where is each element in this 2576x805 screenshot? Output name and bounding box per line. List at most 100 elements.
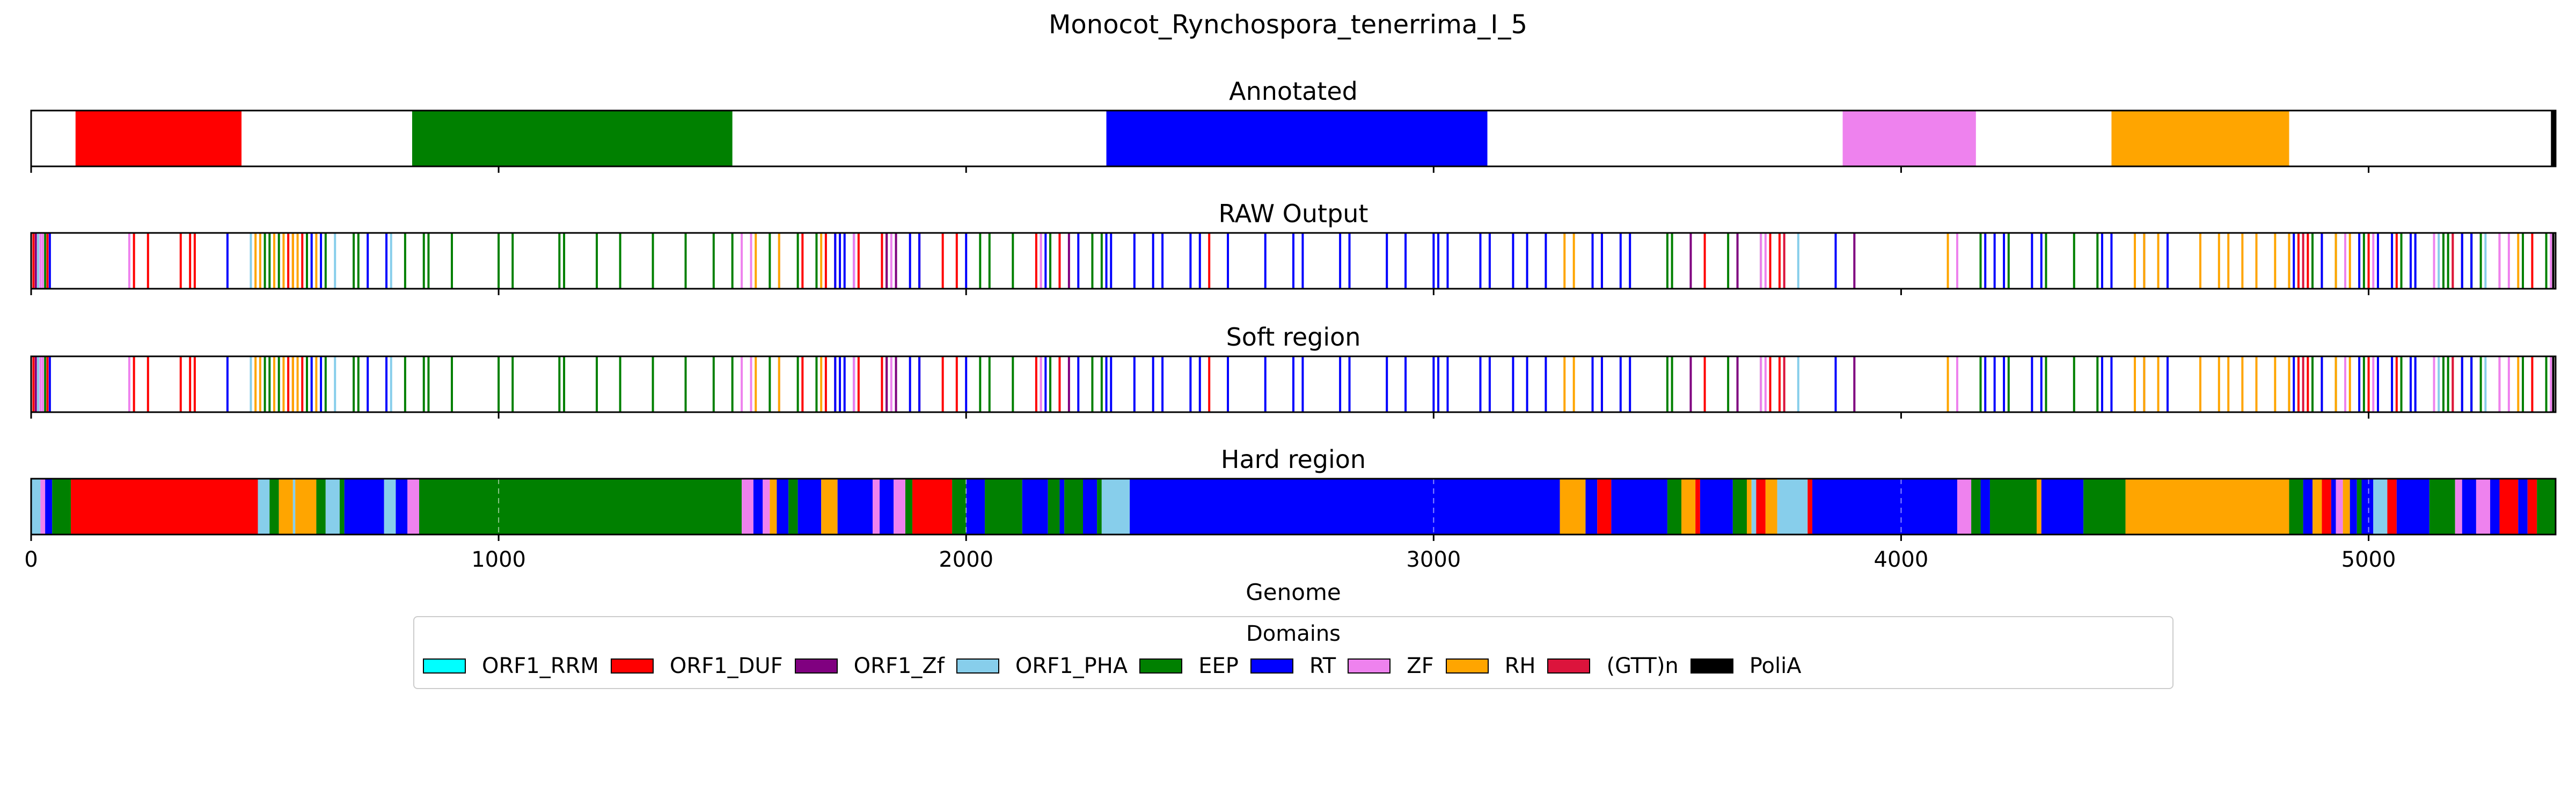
segment-rh xyxy=(1746,479,1752,535)
segment-rt xyxy=(1980,479,1990,535)
segment-rt xyxy=(1585,479,1598,535)
panel-raw-output: RAW Output xyxy=(30,199,2557,295)
legend-swatch xyxy=(1250,658,1293,674)
segment-orf1-duf xyxy=(2322,479,2331,535)
segment-rt xyxy=(1083,479,1097,535)
panels: Annotated RAW Output Soft region Hard regio… xyxy=(30,77,2557,541)
segment-orf1-pha xyxy=(1777,479,1808,535)
segment-eep xyxy=(1667,479,1682,535)
segment-rt xyxy=(1059,479,1065,535)
panel-soft-region: Soft region xyxy=(30,323,2557,419)
legend-swatch xyxy=(610,658,654,674)
segment-rt xyxy=(2350,479,2357,535)
segment-zf xyxy=(407,479,420,535)
segment-eep xyxy=(1971,479,1981,535)
legend-swatch xyxy=(423,658,466,674)
x-tick-label: 4000 xyxy=(1874,547,1929,572)
x-axis-label: Genome xyxy=(1246,579,1341,605)
segment-orf1-pha xyxy=(325,479,340,535)
segment-rh xyxy=(770,479,777,535)
segment-rt xyxy=(777,479,789,535)
segment-orf1-duf xyxy=(1695,479,1700,535)
segment-rh xyxy=(2111,111,2289,166)
segment-zf xyxy=(2476,479,2491,535)
panel-annotated: Annotated xyxy=(30,77,2557,173)
legend-label: PoliA xyxy=(1749,654,1802,678)
legend-item: ORF1_Zf xyxy=(794,654,945,678)
segment-rh xyxy=(2125,479,2289,535)
panel-border xyxy=(30,232,2557,290)
x-tick-label: 1000 xyxy=(471,547,526,572)
legend-label: (GTT)n xyxy=(1606,654,1679,678)
segment-eep xyxy=(316,479,326,535)
legend-swatch xyxy=(1547,658,1591,674)
legend-item: ORF1_RRM xyxy=(423,654,599,678)
segment-eep xyxy=(2289,479,2303,535)
segment-rt xyxy=(396,479,408,535)
segment-orf1-pha xyxy=(2373,479,2388,535)
legend-swatch xyxy=(956,658,999,674)
segment-zf xyxy=(1842,111,1976,166)
segment-orf1-duf xyxy=(1756,479,1766,535)
segment-orf1-duf xyxy=(1807,479,1812,535)
segment-polia xyxy=(2551,111,2556,166)
segment-zf xyxy=(40,479,46,535)
legend-item: PoliA xyxy=(1690,654,1802,678)
segment-orf1-duf xyxy=(2499,479,2519,535)
legend-item: EEP xyxy=(1139,654,1239,678)
segment-eep xyxy=(52,479,71,535)
panel-border xyxy=(30,478,2557,536)
segment-eep xyxy=(985,479,1022,535)
legend-swatch xyxy=(1445,658,1489,674)
segment-rt xyxy=(1106,111,1488,166)
panel-border xyxy=(30,355,2557,413)
legend-swatch xyxy=(1348,658,1391,674)
legend: Domains ORF1_RRM ORF1_DUF ORF1_Zf ORF1_PHA E… xyxy=(413,616,2174,689)
segment-rt xyxy=(2331,479,2336,535)
segment-zf xyxy=(2336,479,2343,535)
legend-item: ORF1_DUF xyxy=(610,654,783,678)
segment-rt xyxy=(1130,479,1560,535)
legend-items: ORF1_RRM ORF1_DUF ORF1_Zf ORF1_PHA EEP RT ZF RH… xyxy=(423,654,1813,678)
segment-orf1-duf xyxy=(912,479,953,535)
segment-orf1-pha xyxy=(384,479,396,535)
segment-orf1-duf xyxy=(2527,479,2537,535)
segment-rt xyxy=(2361,479,2374,535)
legend-item: (GTT)n xyxy=(1547,654,1679,678)
legend-item: ORF1_PHA xyxy=(956,654,1128,678)
segment-rh xyxy=(2312,479,2322,535)
segment-eep xyxy=(1064,479,1083,535)
segment-zf xyxy=(742,479,753,535)
segment-orf1-pha xyxy=(258,479,270,535)
legend-label: RT xyxy=(1309,654,1336,678)
segment-eep xyxy=(1732,479,1747,535)
segment-eep xyxy=(2083,479,2126,535)
legend-swatch xyxy=(1690,658,1733,674)
segment-rt xyxy=(2518,479,2528,535)
segment-rt xyxy=(880,479,894,535)
segment-orf1-duf xyxy=(71,479,258,535)
legend-title: Domains xyxy=(1246,621,1341,646)
legend-label: ORF1_DUF xyxy=(669,654,783,678)
x-axis: 0 1000 2000 3000 4000 5000 xyxy=(24,547,2396,572)
segment-rt xyxy=(1022,479,1048,535)
segment-eep xyxy=(1989,479,2037,535)
segment-rt xyxy=(2396,479,2429,535)
legend-label: ORF1_RRM xyxy=(482,654,599,678)
segment-eep xyxy=(788,479,798,535)
x-tick-label: 5000 xyxy=(2341,547,2396,572)
segment-zf xyxy=(1957,479,1972,535)
segment-orf1-pha xyxy=(31,479,41,535)
legend-item: RT xyxy=(1250,654,1336,678)
segment-rt xyxy=(1700,479,1733,535)
segment-eep xyxy=(2357,479,2362,535)
segment-orf1-duf xyxy=(2387,479,2397,535)
segment-rt xyxy=(753,479,763,535)
segment-rt xyxy=(45,479,53,535)
segment-eep xyxy=(952,479,967,535)
legend-item: ZF xyxy=(1348,654,1434,678)
segment-zf xyxy=(763,479,770,535)
segment-rh xyxy=(1765,479,1777,535)
x-tick-label: 3000 xyxy=(1406,547,1461,572)
